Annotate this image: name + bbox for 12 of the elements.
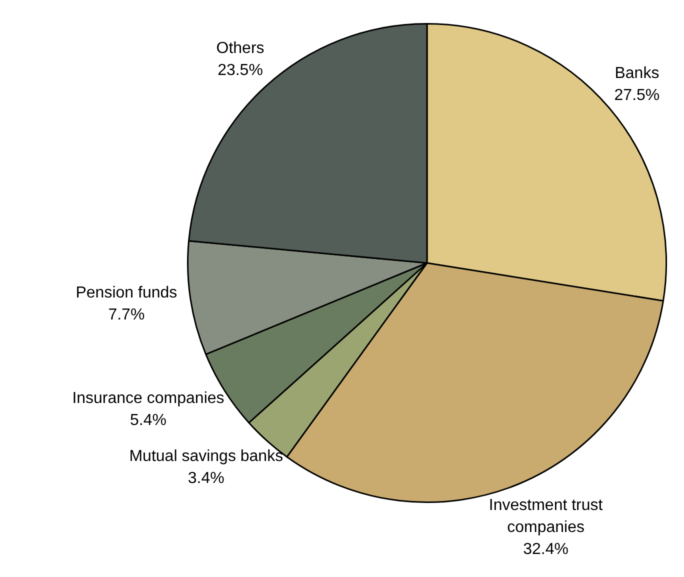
slice-label: Pension funds (76, 284, 178, 302)
slice-label: Investment trust companies (488, 496, 604, 536)
data-label: 7.7% (108, 306, 145, 324)
data-label: 27.5% (614, 86, 660, 104)
data-label: 5.4% (130, 412, 166, 429)
data-label: 32.4% (523, 540, 568, 558)
slice-label: Banks (614, 64, 660, 82)
slice-label: Insurance companies (72, 390, 224, 407)
slice-label: Others (216, 40, 264, 57)
data-label: 3.4% (188, 470, 224, 488)
slice-label: Mutual savings banks (129, 448, 284, 466)
data-label: 23.5% (218, 62, 263, 79)
